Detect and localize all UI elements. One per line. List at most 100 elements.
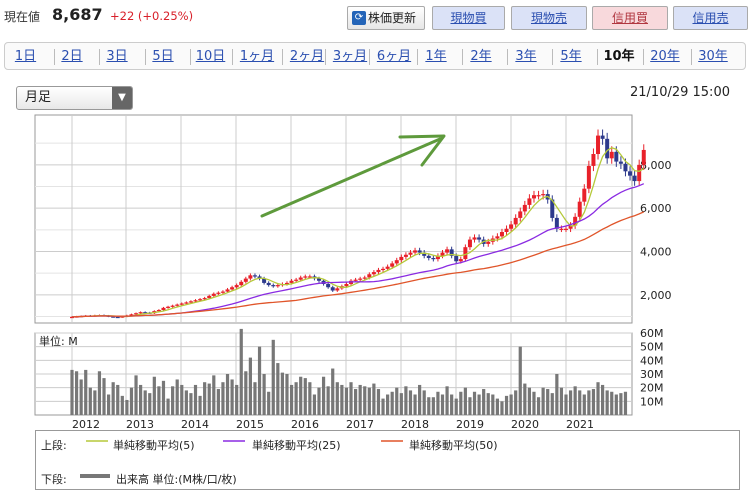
volume-bar (244, 371, 248, 415)
tab-9[interactable]: 1年 (425, 49, 447, 64)
volume-bar (326, 386, 330, 415)
candle-body (509, 224, 514, 229)
y-tick-label: 6,000 (640, 202, 672, 215)
cash-buy-button[interactable]: 現物買 (432, 6, 505, 30)
legend-volume-swatch (80, 474, 110, 478)
legend-ma50-swatch (381, 440, 403, 442)
volume-bar (463, 387, 467, 415)
price-label: 現在値 (4, 10, 41, 24)
tab-2[interactable]: 3日 (106, 49, 128, 64)
tab-12[interactable]: 5年 (560, 49, 582, 64)
tab-13[interactable]: 10年 (603, 49, 635, 64)
volume-bar (148, 393, 152, 415)
tab-10[interactable]: 2年 (470, 49, 492, 64)
candle-body (486, 241, 491, 244)
volume-bar (102, 378, 106, 415)
volume-bar (166, 398, 170, 415)
tab-8[interactable]: 6ヶ月 (376, 49, 412, 64)
volume-bar (518, 346, 522, 415)
volume-bar (514, 390, 518, 415)
volume-tick-label: 30M (640, 368, 664, 381)
tab-11[interactable]: 3年 (515, 49, 537, 64)
tab-6[interactable]: 2ヶ月 (289, 49, 325, 64)
volume-bar (134, 375, 138, 415)
tab-4[interactable]: 10日 (195, 49, 226, 64)
candle-body (303, 276, 308, 278)
tab-separator (462, 49, 463, 65)
volume-bar (591, 389, 596, 415)
candle-body (376, 269, 381, 273)
candle-body (248, 275, 253, 279)
tab-1[interactable]: 2日 (61, 49, 83, 64)
candle-body (289, 280, 294, 283)
volume-bar (605, 390, 609, 415)
volume-bar (610, 391, 614, 415)
candle-body (591, 154, 596, 166)
legend-ma5: 単純移動平均(5) (113, 439, 195, 452)
candle-body (472, 237, 477, 240)
tab-separator (643, 49, 644, 65)
candle-body (413, 250, 418, 253)
candle-body (143, 312, 148, 314)
candle-body (156, 310, 161, 312)
volume-bar (404, 386, 408, 415)
volume-bar (294, 382, 298, 415)
candle-body (403, 254, 408, 257)
tab-14[interactable]: 20年 (650, 49, 680, 64)
volume-bar (335, 382, 339, 415)
volume-bar (212, 375, 216, 415)
volume-bar (390, 391, 394, 415)
tab-7[interactable]: 3ヶ月 (332, 49, 368, 64)
volume-bar (353, 389, 358, 415)
volume-bar (623, 391, 628, 415)
ma-line-5 (71, 146, 645, 318)
candle-body (417, 250, 422, 253)
volume-bar (555, 374, 559, 415)
chevron-down-icon[interactable]: ▼ (112, 87, 132, 109)
volume-bar (587, 390, 591, 415)
volume-unit-label: 単位: M (39, 334, 78, 348)
tab-5[interactable]: 1ヶ月 (239, 49, 275, 64)
volume-bar (331, 368, 335, 415)
margin-sell-button[interactable]: 信用売 (673, 6, 748, 30)
candle-body (225, 289, 230, 292)
candle-body (518, 211, 523, 218)
candle-body (550, 199, 555, 218)
candle-body (522, 204, 527, 212)
candle-body (216, 292, 221, 294)
volume-bar (180, 384, 184, 415)
cash-sell-button[interactable]: 現物売 (511, 6, 587, 30)
candle-body (179, 303, 184, 305)
x-tick-label: 2014 (181, 418, 209, 431)
candle-body (600, 135, 605, 139)
candle-body (527, 198, 532, 205)
volume-bar (111, 382, 115, 415)
candle-body (353, 279, 358, 281)
volume-bar (509, 394, 513, 415)
volume-bar (280, 372, 285, 415)
candle-body (618, 161, 623, 164)
tab-0[interactable]: 1日 (14, 49, 37, 64)
volume-bar (472, 391, 477, 415)
candle-body (207, 295, 212, 299)
margin-buy-button[interactable]: 信用買 (592, 6, 668, 30)
candle-body (399, 256, 404, 261)
volume-tick-label: 50M (640, 341, 664, 354)
chart-timestamp: 21/10/29 15:00 (630, 85, 730, 100)
candle-body (394, 260, 399, 264)
candle-body (586, 165, 591, 189)
volume-bar (532, 391, 536, 415)
tab-3[interactable]: 5日 (152, 49, 174, 64)
volume-bar (125, 399, 129, 415)
tab-separator (190, 49, 191, 65)
candle-body (637, 164, 642, 182)
volume-bar (372, 383, 376, 415)
tab-15[interactable]: 30年 (698, 49, 728, 64)
x-tick-label: 2012 (72, 418, 100, 431)
volume-bar (139, 384, 143, 415)
volume-bar (340, 384, 344, 415)
volume-bar (235, 384, 239, 415)
tab-separator (325, 49, 326, 65)
candle-body (628, 171, 633, 176)
candle-body (641, 149, 646, 165)
